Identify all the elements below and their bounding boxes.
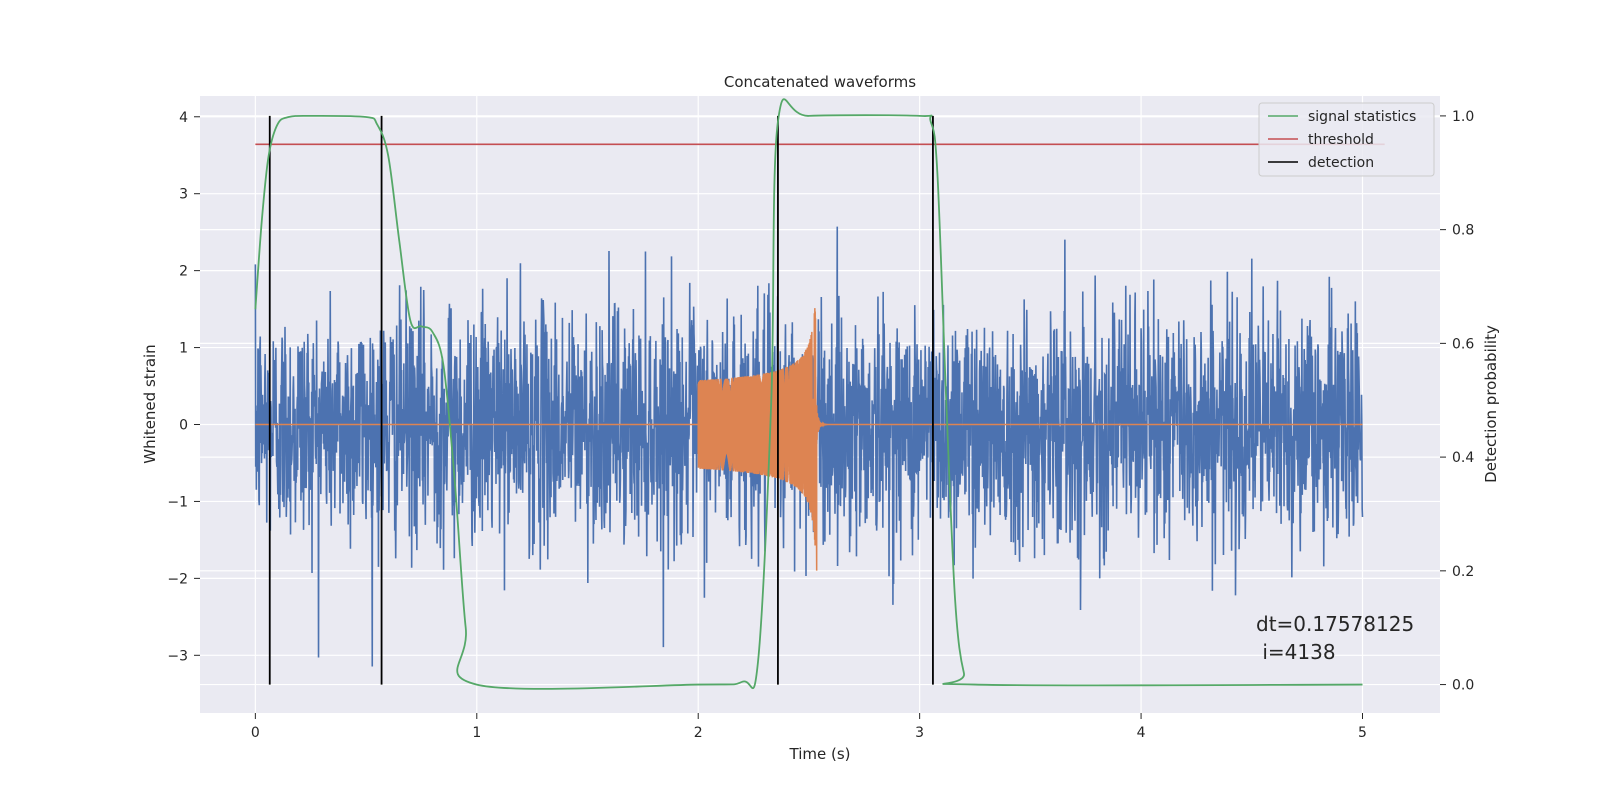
y2-tick-label: 0.6 [1452, 336, 1474, 352]
y2-tick-label: 0.8 [1452, 223, 1474, 239]
y-tick-label: 0 [179, 418, 188, 434]
y2-axis-label: Detection probability [1482, 325, 1500, 483]
legend-label-detection: detection [1308, 155, 1374, 171]
y-tick-label: −1 [167, 494, 188, 510]
x-tick-label: 5 [1358, 725, 1367, 741]
x-tick-label: 3 [915, 725, 924, 741]
signal-statistics-series [254, 98, 1363, 690]
y2-tick-label: 0.4 [1452, 450, 1474, 466]
legend-label-threshold: threshold [1308, 132, 1374, 148]
detection-series [268, 115, 934, 685]
x-tick-label: 2 [694, 725, 703, 741]
y2-tick-label: 0.0 [1452, 678, 1474, 694]
y-tick-label: 3 [179, 187, 188, 203]
y-tick-label: 2 [179, 264, 188, 280]
y-tick-label: 1 [179, 341, 188, 357]
y2-tick-label: 1.0 [1452, 109, 1474, 125]
annotation-dt: dt=0.17578125 [1256, 612, 1414, 636]
y2-tick-label: 0.2 [1452, 564, 1474, 580]
ticks: 0 1 2 3 4 5 −3 −2 −1 0 1 2 3 4 0.0 0.2 0.4 0.6 0.8 1.0 [167, 109, 1474, 741]
y-axis-label: Whitened strain [141, 344, 159, 463]
legend-label-signal-statistics: signal statistics [1308, 109, 1416, 125]
y-tick-label: −2 [167, 571, 188, 587]
signal-statistics-line [254, 98, 1363, 690]
legend-box [1258, 102, 1435, 177]
y-tick-label: −3 [167, 648, 188, 664]
injected-signal-series [255, 308, 1363, 571]
legend: signal statistics threshold detection [1258, 102, 1435, 177]
x-tick-label: 0 [251, 725, 260, 741]
injected-signal-line [255, 308, 1363, 571]
x-axis-label: Time (s) [789, 745, 851, 763]
annotation-i: i=4138 [1256, 640, 1336, 664]
x-tick-label: 4 [1137, 725, 1146, 741]
x-tick-label: 1 [472, 725, 481, 741]
chart-title: Concatenated waveforms [724, 73, 916, 91]
y-tick-label: 4 [179, 110, 188, 126]
